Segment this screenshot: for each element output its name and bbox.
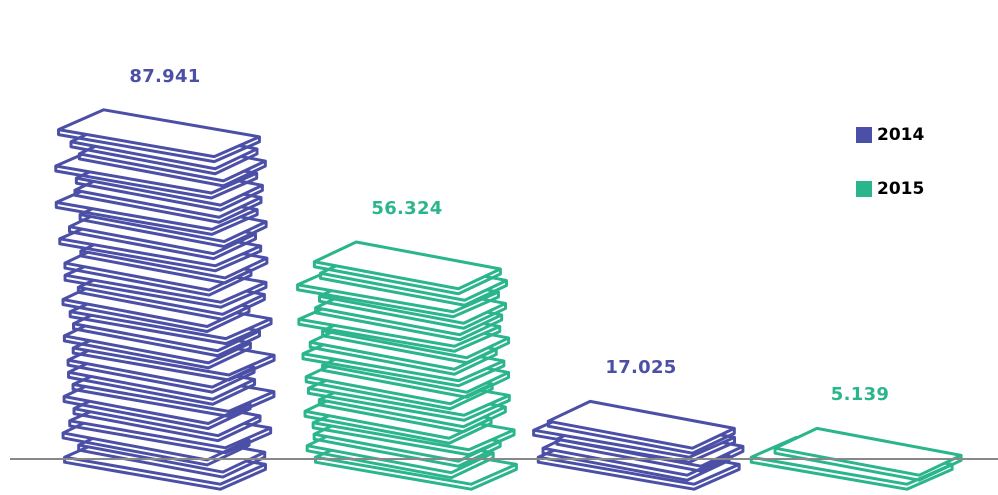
- bar-2-plate-edge: [318, 273, 508, 307]
- bar-2-plate-edge: [297, 319, 502, 353]
- legend-swatch-2015: [856, 181, 872, 197]
- bar-1-plate-edge: [68, 420, 273, 455]
- data-label-3: 17.025: [605, 357, 677, 379]
- bar-stacks: [54, 108, 963, 491]
- bar-2-plate-edge: [304, 376, 494, 411]
- bar-3-plate-edge: [555, 439, 745, 473]
- bar-1-plate-edge: [67, 226, 257, 261]
- bar-1-plate-edge: [71, 323, 261, 358]
- bar-1-plate-edge: [78, 214, 268, 249]
- bar-1-plate-edge: [72, 408, 262, 443]
- data-label-4: 5.139: [830, 384, 890, 406]
- bar-2-plate-edge: [312, 434, 502, 468]
- data-label-2: 56.324: [371, 197, 443, 219]
- legend-swatch-2014: [856, 127, 872, 143]
- bar-2-plate-edge: [317, 399, 507, 434]
- bar-1-plate-edge: [61, 299, 251, 333]
- bar-1-plate-edge: [57, 129, 261, 164]
- legend-item-2014: 2014: [856, 122, 924, 148]
- bar-2-plate-edge: [313, 457, 518, 491]
- bar-2-plate-edge: [312, 261, 502, 296]
- bar-3-plate-edge: [546, 421, 736, 455]
- legend-label-2015: 2015: [877, 179, 925, 199]
- bar-1-plate-edge: [71, 348, 276, 382]
- bar-2-plate-edge: [321, 330, 511, 365]
- bar-3-plate-edge: [532, 430, 737, 464]
- bar-2-plate-edge: [321, 365, 511, 399]
- bar-2-plate-edge: [318, 296, 508, 330]
- bar-1-plate-edge: [79, 250, 269, 285]
- bar-4-plate-edge: [749, 457, 954, 491]
- bar-1-plate-edge: [67, 372, 257, 406]
- bar-1-plate-edge: [73, 190, 263, 224]
- bar-3-plate-edge: [536, 457, 741, 491]
- bar-1-plate-edge: [63, 263, 253, 297]
- data-label-1: 87.941: [129, 65, 201, 87]
- bar-2-plate-edge: [306, 388, 511, 422]
- bar-1-plate-edge: [77, 153, 267, 188]
- bar-2-plate-edge: [296, 284, 500, 319]
- legend-item-2015: 2015: [856, 176, 924, 202]
- bar-2-plate-edge: [314, 307, 504, 342]
- bar-1-plate-edge: [76, 287, 266, 321]
- bar-1-plate-edge: [66, 360, 256, 394]
- bar-1-plate-edge: [77, 445, 267, 479]
- bar-2: [296, 240, 518, 491]
- bar-1-plate-edge: [74, 178, 264, 212]
- bar-2-plate-edge: [305, 445, 495, 480]
- bar-1-plate-edge: [63, 275, 268, 309]
- bar-1: [54, 108, 276, 491]
- bar-1-plate-edge: [58, 238, 263, 273]
- bar-2-plate-edge: [303, 411, 493, 445]
- bar-4: [749, 426, 963, 491]
- bar-2-plate-edge: [308, 342, 498, 376]
- bar-3: [532, 399, 745, 491]
- legend-label-2014: 2014: [877, 125, 925, 145]
- bar-2-plate-edge: [301, 353, 506, 388]
- bar-1-plate-edge: [54, 166, 259, 200]
- bar-1-plate-edge: [63, 457, 267, 491]
- legend: 2014 2015: [856, 122, 924, 230]
- bar-1-plate-edge: [71, 384, 276, 418]
- bar-2-plate-edge: [311, 422, 516, 457]
- bar-1-plate-edge: [69, 141, 259, 176]
- bar-1-plate-edge: [62, 335, 252, 370]
- bar-1-plate-edge: [54, 202, 259, 236]
- bar-1-plate-edge: [68, 311, 273, 346]
